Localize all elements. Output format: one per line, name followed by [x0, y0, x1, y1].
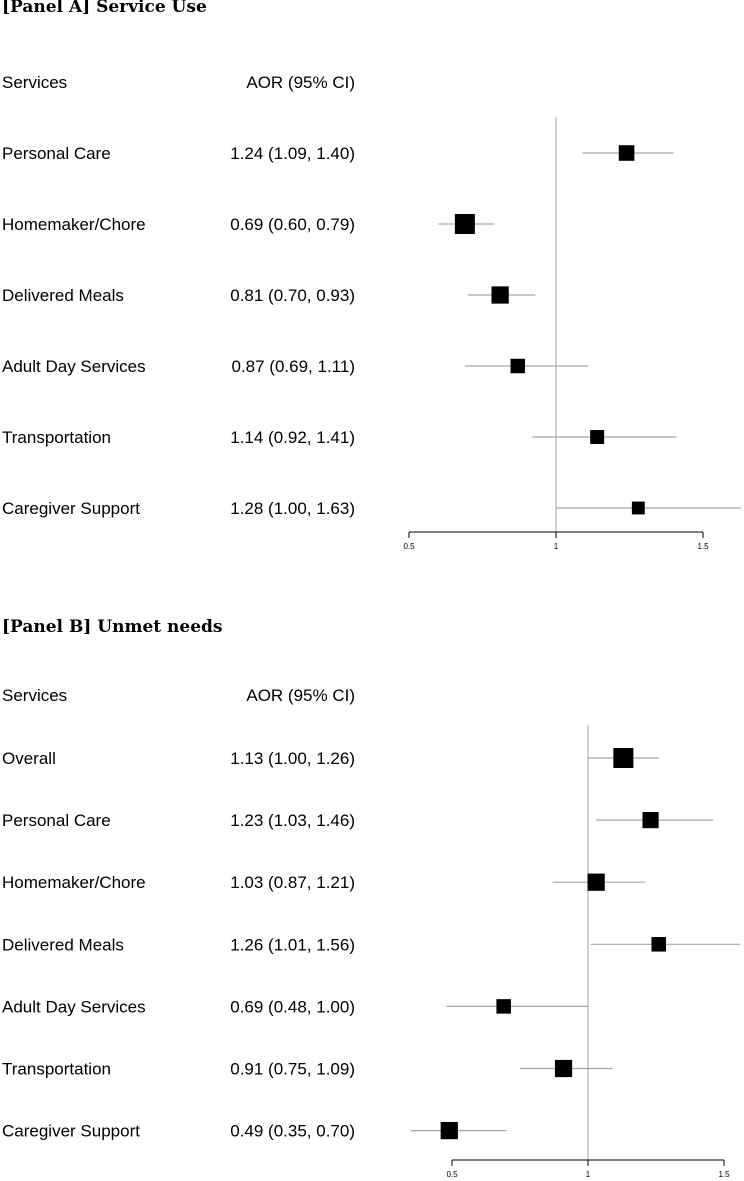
- row-estimate-text: 0.81 (0.70, 0.93): [230, 286, 355, 305]
- row-estimate-text: 0.69 (0.60, 0.79): [230, 215, 355, 234]
- row-label: Delivered Meals: [2, 286, 124, 305]
- row-estimate-text: 1.24 (1.09, 1.40): [230, 144, 355, 163]
- row-label: Overall: [2, 749, 56, 768]
- row-label: Caregiver Support: [2, 1122, 140, 1141]
- point-estimate-marker: [631, 501, 645, 515]
- x-tick-label: 1.5: [697, 542, 709, 551]
- point-estimate-marker: [618, 145, 635, 161]
- row-label: Transportation: [2, 1060, 111, 1079]
- column-header-services: Services: [2, 686, 67, 705]
- point-estimate-marker: [642, 812, 659, 829]
- point-estimate-marker: [590, 430, 605, 444]
- x-tick-label: 1: [586, 1170, 591, 1179]
- point-estimate-marker: [496, 999, 511, 1014]
- row-estimate-text: 1.28 (1.00, 1.63): [230, 499, 355, 518]
- x-tick-label: 1: [554, 542, 559, 551]
- row-estimate-text: 0.49 (0.35, 0.70): [230, 1122, 355, 1141]
- x-tick-label: 0.5: [446, 1170, 458, 1179]
- panel-b-title: [Panel B] Unmet needs: [2, 617, 223, 637]
- row-label: Personal Care: [2, 144, 111, 163]
- panel-a-title: [Panel A] Service Use: [2, 0, 207, 17]
- point-estimate-marker: [613, 748, 634, 768]
- point-estimate-marker: [587, 873, 605, 891]
- row-estimate-text: 1.26 (1.01, 1.56): [230, 935, 355, 954]
- point-estimate-marker: [454, 214, 475, 234]
- row-estimate-text: 0.91 (0.75, 1.09): [230, 1060, 355, 1079]
- point-estimate-marker: [510, 358, 526, 374]
- x-tick-label: 0.5: [403, 542, 415, 551]
- row-label: Homemaker/Chore: [2, 873, 146, 892]
- x-tick-label: 1.5: [718, 1170, 730, 1179]
- point-estimate-marker: [651, 937, 666, 952]
- row-label: Adult Day Services: [2, 357, 146, 376]
- row-label: Delivered Meals: [2, 935, 124, 954]
- point-estimate-marker: [440, 1121, 458, 1140]
- row-label: Adult Day Services: [2, 997, 146, 1016]
- column-header-services: Services: [2, 73, 67, 92]
- row-label: Transportation: [2, 428, 111, 447]
- row-label: Caregiver Support: [2, 499, 140, 518]
- row-label: Homemaker/Chore: [2, 215, 146, 234]
- point-estimate-marker: [491, 286, 509, 304]
- column-header-aor: AOR (95% CI): [246, 73, 355, 92]
- point-estimate-marker: [554, 1059, 573, 1078]
- row-estimate-text: 0.69 (0.48, 1.00): [230, 997, 355, 1016]
- row-estimate-text: 1.03 (0.87, 1.21): [230, 873, 355, 892]
- row-estimate-text: 1.13 (1.00, 1.26): [230, 749, 355, 768]
- row-estimate-text: 1.14 (0.92, 1.41): [230, 428, 355, 447]
- row-label: Personal Care: [2, 811, 111, 830]
- row-estimate-text: 1.23 (1.03, 1.46): [230, 811, 355, 830]
- column-header-aor: AOR (95% CI): [246, 686, 355, 705]
- row-estimate-text: 0.87 (0.69, 1.11): [232, 357, 356, 376]
